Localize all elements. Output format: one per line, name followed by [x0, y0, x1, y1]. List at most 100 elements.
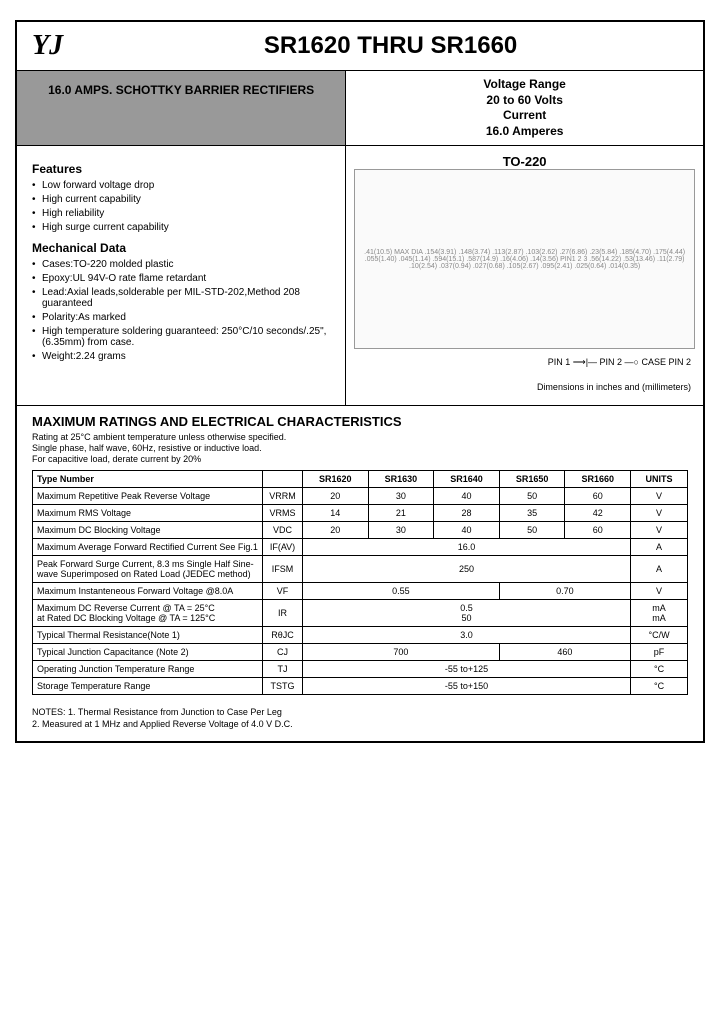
param-cell: Typical Thermal Resistance(Note 1): [33, 627, 263, 644]
table-head-cell: Type Number: [33, 471, 263, 488]
value-cell: 0.55: [303, 583, 500, 600]
feature-item: Low forward voltage drop: [32, 180, 330, 191]
pkg-dimnote: Dimensions in inches and (millimeters): [354, 378, 695, 397]
value-cell: 20: [303, 522, 369, 539]
pkg-dims: .41(10.5) MAX DIA .154(3.91) .148(3.74) …: [355, 245, 694, 274]
table-head-cell: SR1630: [368, 471, 434, 488]
table-head-cell: SR1660: [565, 471, 631, 488]
symbol-cell: TSTG: [263, 678, 303, 695]
value-cell: 35: [499, 505, 565, 522]
header: YJ SR1620 THRU SR1660: [17, 22, 703, 70]
value-cell: 460: [499, 644, 630, 661]
value-cell: 50: [499, 522, 565, 539]
symbol-cell: VRMS: [263, 505, 303, 522]
param-cell: Storage Temperature Range: [33, 678, 263, 695]
table-row: Peak Forward Surge Current, 8.3 ms Singl…: [33, 556, 688, 583]
features-list: Low forward voltage drop High current cap…: [32, 180, 330, 233]
vr-l4: 16.0 Amperes: [486, 124, 564, 138]
unit-cell: °C: [631, 661, 688, 678]
features-title: Features: [32, 162, 330, 176]
symbol-cell: CJ: [263, 644, 303, 661]
symbol-cell: TJ: [263, 661, 303, 678]
value-cell: 3.0: [303, 627, 631, 644]
value-cell: 50: [499, 488, 565, 505]
table-head-cell: SR1620: [303, 471, 369, 488]
pkg-drawing: .41(10.5) MAX DIA .154(3.91) .148(3.74) …: [354, 169, 695, 349]
symbol-cell: VF: [263, 583, 303, 600]
param-cell: Maximum Repetitive Peak Reverse Voltage: [33, 488, 263, 505]
unit-cell: V: [631, 505, 688, 522]
param-cell: Maximum DC Blocking Voltage: [33, 522, 263, 539]
value-cell: 700: [303, 644, 500, 661]
row-body: Features Low forward voltage drop High cu…: [17, 146, 703, 406]
value-cell: 42: [565, 505, 631, 522]
vr-l3: Current: [503, 108, 546, 122]
table-row: Maximum DC Blocking VoltageVDC2030405060…: [33, 522, 688, 539]
param-cell: Maximum Instanteneous Forward Voltage @8…: [33, 583, 263, 600]
package-diagram: TO-220 .41(10.5) MAX DIA .154(3.91) .148…: [346, 146, 703, 405]
table-row: Typical Thermal Resistance(Note 1)RθJC3.…: [33, 627, 688, 644]
value-cell: 40: [434, 488, 500, 505]
pkg-pins: PIN 1 ⟶|— PIN 2 —○ CASE PIN 2: [354, 353, 695, 372]
table-body: Maximum Repetitive Peak Reverse VoltageV…: [33, 488, 688, 695]
unit-cell: °C: [631, 678, 688, 695]
value-cell: 60: [565, 488, 631, 505]
table-row: Maximum Instanteneous Forward Voltage @8…: [33, 583, 688, 600]
symbol-cell: IF(AV): [263, 539, 303, 556]
table-head-cell: SR1640: [434, 471, 500, 488]
table-row: Storage Temperature RangeTSTG-55 to+150°…: [33, 678, 688, 695]
symbol-cell: RθJC: [263, 627, 303, 644]
vr-l2: 20 to 60 Volts: [486, 93, 562, 107]
unit-cell: pF: [631, 644, 688, 661]
value-cell: 20: [303, 488, 369, 505]
value-cell: 30: [368, 488, 434, 505]
mech-item: Weight:2.24 grams: [32, 351, 330, 362]
table-row: Operating Junction Temperature RangeTJ-5…: [33, 661, 688, 678]
param-cell: Typical Junction Capacitance (Note 2): [33, 644, 263, 661]
table-head-cell: UNITS: [631, 471, 688, 488]
value-cell: 40: [434, 522, 500, 539]
table-row: Typical Junction Capacitance (Note 2)CJ7…: [33, 644, 688, 661]
value-cell: 21: [368, 505, 434, 522]
feature-item: High current capability: [32, 194, 330, 205]
unit-cell: °C/W: [631, 627, 688, 644]
feature-item: High surge current capability: [32, 222, 330, 233]
left-col: Features Low forward voltage drop High cu…: [17, 146, 346, 405]
param-cell: Maximum DC Reverse Current @ TA = 25°Cat…: [33, 600, 263, 627]
symbol-cell: VRRM: [263, 488, 303, 505]
mech-item: Cases:TO-220 molded plastic: [32, 259, 330, 270]
ratings-section: MAXIMUM RATINGS AND ELECTRICAL CHARACTER…: [17, 406, 703, 703]
value-cell: 0.70: [499, 583, 630, 600]
unit-cell: V: [631, 522, 688, 539]
footnotes: NOTES: 1. Thermal Resistance from Juncti…: [17, 703, 703, 740]
table-head-cell: SR1650: [499, 471, 565, 488]
unit-cell: mAmA: [631, 600, 688, 627]
param-cell: Maximum RMS Voltage: [33, 505, 263, 522]
table-row: Maximum RMS VoltageVRMS1421283542V: [33, 505, 688, 522]
table-head-row: Type Number SR1620SR1630SR1640SR1650SR166…: [33, 471, 688, 488]
value-cell: 30: [368, 522, 434, 539]
value-cell: -55 to+150: [303, 678, 631, 695]
param-cell: Operating Junction Temperature Range: [33, 661, 263, 678]
subtitle: 16.0 AMPS. SCHOTTKY BARRIER RECTIFIERS: [17, 71, 346, 145]
unit-cell: A: [631, 556, 688, 583]
datasheet-page: YJ SR1620 THRU SR1660 16.0 AMPS. SCHOTTK…: [15, 20, 705, 743]
param-cell: Peak Forward Surge Current, 8.3 ms Singl…: [33, 556, 263, 583]
table-head-cell: [263, 471, 303, 488]
ratings-table: Type Number SR1620SR1630SR1640SR1650SR166…: [32, 470, 688, 695]
symbol-cell: IR: [263, 600, 303, 627]
mech-item: Epoxy:UL 94V-O rate flame retardant: [32, 273, 330, 284]
mech-item: Polarity:As marked: [32, 312, 330, 323]
pkg-name: TO-220: [503, 154, 547, 169]
table-row: Maximum Average Forward Rectified Curren…: [33, 539, 688, 556]
symbol-cell: IFSM: [263, 556, 303, 583]
table-row: Maximum DC Reverse Current @ TA = 25°Cat…: [33, 600, 688, 627]
value-cell: 28: [434, 505, 500, 522]
table-row: Maximum Repetitive Peak Reverse VoltageV…: [33, 488, 688, 505]
voltage-range: Voltage Range 20 to 60 Volts Current 16.…: [346, 71, 703, 145]
value-cell: -55 to+125: [303, 661, 631, 678]
feature-item: High reliability: [32, 208, 330, 219]
mech-list: Cases:TO-220 molded plastic Epoxy:UL 94V-…: [32, 259, 330, 362]
symbol-cell: VDC: [263, 522, 303, 539]
unit-cell: V: [631, 583, 688, 600]
